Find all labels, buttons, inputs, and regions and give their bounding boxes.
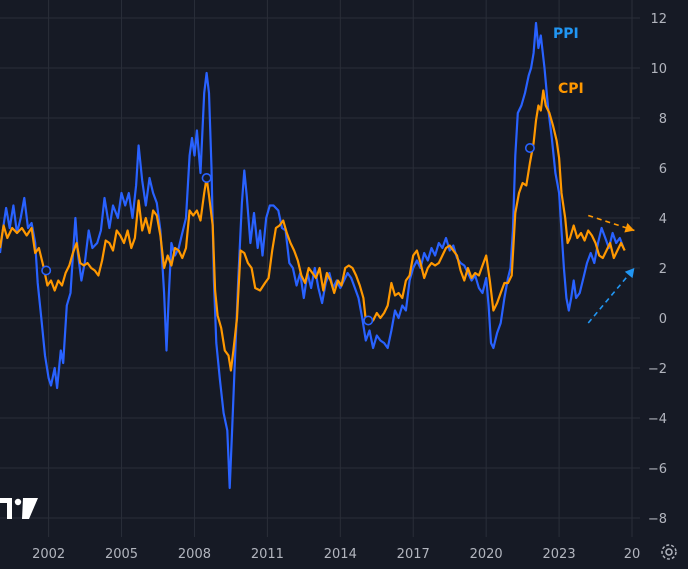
y-tick-label: 0 [659,312,667,327]
tradingview-logo[interactable]: TV [0,497,38,519]
y-tick-label: 8 [659,112,667,127]
y-tick-label: −6 [648,462,667,477]
legend-cpi: CPI [558,81,584,97]
y-tick-label: −4 [648,412,667,427]
ppi-trend-arrow [587,267,636,324]
y-tick-label: 10 [650,62,667,77]
series-line-cpi [0,89,626,372]
series-marker [363,315,374,326]
x-tick-label: 2023 [543,547,576,562]
x-tick-label: 2020 [470,547,503,562]
series-marker [201,173,212,184]
x-tick-label: 2017 [397,547,430,562]
series-line-ppi [0,21,625,490]
markers [41,143,535,326]
gear-icon[interactable] [661,544,677,560]
series-marker [524,143,535,154]
legend-ppi: PPI [553,26,579,42]
y-tick-label: −8 [648,512,667,527]
x-tick-label: 2011 [251,547,284,562]
annotations [587,214,636,324]
x-tick-label: 20 [624,547,641,562]
x-tick-label: 2008 [178,547,211,562]
x-tick-label: 2014 [324,547,357,562]
cpi-trend-arrow-head [624,223,635,233]
x-axis[interactable]: 2002 2005 2008 2011 2014 2017 2020 2023 20 [32,547,640,562]
y-tick-label: 12 [650,12,667,27]
y-tick-label: 2 [659,262,667,277]
y-tick-label: −2 [648,362,667,377]
x-tick-label: 2005 [105,547,138,562]
y-tick-label: 4 [659,212,667,227]
x-tick-label: 2002 [32,547,65,562]
y-tick-label: 6 [659,162,667,177]
y-axis[interactable]: 12 10 8 6 4 2 0 −2 −4 −6 −8 [648,12,667,527]
ppi-trend-arrow-head [624,268,635,279]
series-marker [41,265,52,276]
series-layer [0,21,626,490]
